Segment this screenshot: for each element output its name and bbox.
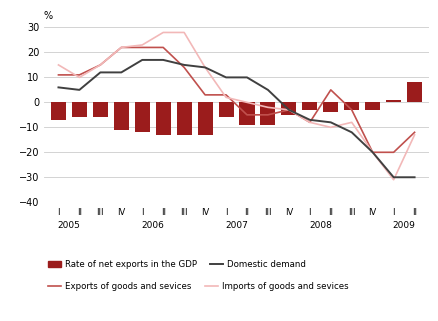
Bar [155, 102, 171, 135]
Text: II: II [412, 208, 417, 217]
Text: IV: IV [117, 208, 125, 217]
Text: II: II [328, 208, 333, 217]
Legend: Exports of goods and sevices, Imports of goods and sevices: Exports of goods and sevices, Imports of… [48, 282, 349, 291]
Text: 2005: 2005 [57, 221, 81, 230]
Text: II: II [244, 208, 250, 217]
Bar [407, 82, 422, 102]
Bar [261, 102, 276, 125]
Bar [365, 102, 380, 110]
Text: III: III [348, 208, 356, 217]
Text: 2008: 2008 [309, 221, 332, 230]
Text: I: I [309, 208, 311, 217]
Bar [344, 102, 359, 110]
Text: IV: IV [368, 208, 377, 217]
Text: II: II [161, 208, 166, 217]
Text: IV: IV [201, 208, 209, 217]
Text: I: I [57, 208, 60, 217]
Bar [93, 102, 108, 117]
Bar [198, 102, 212, 135]
Bar [177, 102, 192, 135]
Bar [386, 100, 401, 102]
Text: IV: IV [285, 208, 293, 217]
Bar [114, 102, 129, 130]
Bar [281, 102, 297, 115]
Bar [135, 102, 150, 132]
Text: II: II [77, 208, 82, 217]
Text: I: I [392, 208, 395, 217]
Text: 2006: 2006 [141, 221, 164, 230]
Text: 2009: 2009 [392, 221, 416, 230]
Text: %: % [44, 11, 53, 21]
Bar [51, 102, 66, 120]
Text: I: I [141, 208, 144, 217]
Bar [302, 102, 318, 110]
Text: III: III [180, 208, 188, 217]
Bar [219, 102, 233, 117]
Bar [240, 102, 254, 125]
Text: I: I [225, 208, 227, 217]
Bar [323, 102, 338, 112]
Text: III: III [264, 208, 272, 217]
Text: III: III [97, 208, 104, 217]
Bar [72, 102, 87, 117]
Text: 2007: 2007 [225, 221, 248, 230]
